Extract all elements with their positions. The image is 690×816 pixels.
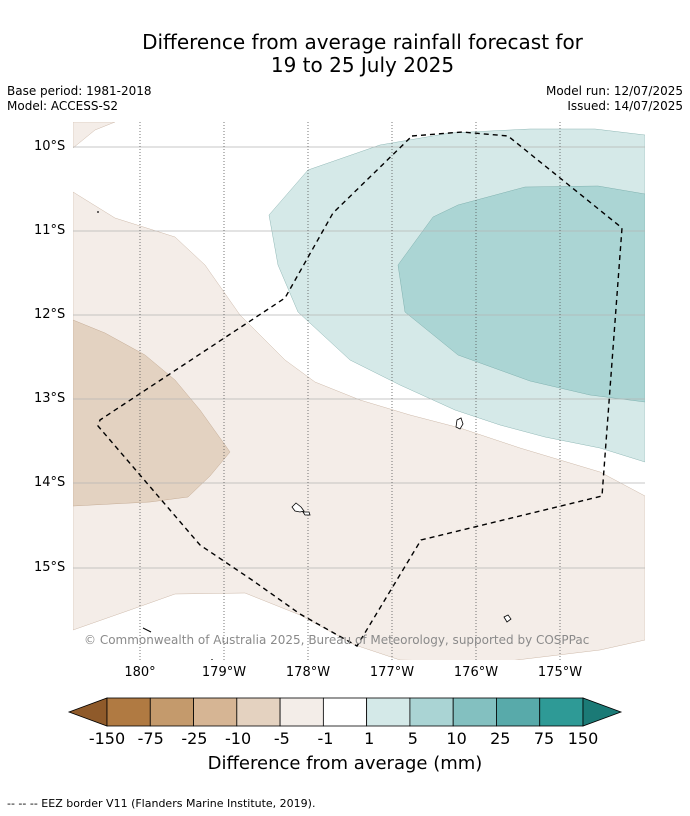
eez-footnote: -- -- -- EEZ border V11 (Flanders Marine… bbox=[7, 797, 316, 810]
island-central bbox=[291, 502, 305, 513]
colorbar-tick-neg75: -75 bbox=[137, 729, 164, 748]
islet-south bbox=[211, 659, 213, 660]
wet-anomaly-medium-region bbox=[397, 185, 645, 403]
copyright-notice: © Commonwealth of Australia 2025, Bureau… bbox=[84, 633, 590, 647]
lat-label-15s: 15°S bbox=[34, 560, 66, 575]
colorbar-tick-neg10: -10 bbox=[225, 729, 252, 748]
islet-west bbox=[97, 211, 99, 213]
meta-right: Model run: 12/07/2025 Issued: 14/07/2025 bbox=[546, 84, 683, 114]
colorbar-segment bbox=[496, 697, 541, 727]
eez-border bbox=[97, 131, 623, 647]
lat-label-14s: 14°S bbox=[34, 475, 66, 490]
model-text: Model: ACCESS-S2 bbox=[7, 99, 119, 113]
colorbar-segment bbox=[106, 697, 151, 727]
island-central-small bbox=[302, 511, 311, 516]
lon-label-176w: 176°W bbox=[453, 665, 499, 680]
colorbar-tick-75: 75 bbox=[533, 729, 555, 748]
model-run-text: Model run: 12/07/2025 bbox=[545, 84, 683, 98]
meta-left: Base period: 1981-2018 Model: ACCESS-S2 bbox=[7, 84, 152, 114]
colorbar-segment bbox=[149, 697, 194, 727]
colorbar-segment bbox=[193, 697, 238, 727]
dry-anomaly-light-corner bbox=[73, 122, 116, 149]
lon-label-175w: 175°W bbox=[537, 665, 583, 680]
island-south bbox=[503, 614, 512, 623]
colorbar-extend-high bbox=[582, 697, 623, 727]
colorbar-segment bbox=[409, 697, 454, 727]
lon-label-178w: 178°W bbox=[285, 665, 331, 680]
colorbar-tick-5: 5 bbox=[407, 729, 418, 748]
colorbar-tick-neg1: -1 bbox=[317, 729, 334, 748]
colorbar-segment bbox=[279, 697, 324, 727]
colorbar-segment bbox=[322, 697, 368, 727]
lat-label-12s: 12°S bbox=[34, 307, 66, 322]
island-southwest bbox=[142, 627, 152, 633]
lon-label-180: 180° bbox=[124, 665, 156, 680]
title-line-2: 19 to 25 July 2025 bbox=[270, 53, 455, 77]
colorbar-tick-150: 150 bbox=[567, 729, 599, 748]
colorbar-extend-low bbox=[67, 697, 108, 727]
dry-anomaly-light-region bbox=[73, 191, 645, 660]
lat-label-13s: 13°S bbox=[34, 391, 66, 406]
title-line-1: Difference from average rainfall forecas… bbox=[142, 30, 583, 54]
colorbar-segment bbox=[452, 697, 497, 727]
colorbar-segment bbox=[366, 697, 411, 727]
colorbar-tick-neg25: -25 bbox=[181, 729, 208, 748]
colorbar-tick-1: 1 bbox=[364, 729, 375, 748]
colorbar-tick-neg5: -5 bbox=[273, 729, 290, 748]
colorbar-segment bbox=[236, 697, 281, 727]
colorbar-tick-10: 10 bbox=[446, 729, 467, 748]
colorbar-tick-neg150: -150 bbox=[88, 729, 126, 748]
base-period-text: Base period: 1981-2018 bbox=[7, 84, 152, 98]
issued-text: Issued: 14/07/2025 bbox=[567, 99, 683, 113]
lon-label-179w: 179°W bbox=[201, 665, 247, 680]
lat-label-10s: 10°S bbox=[34, 139, 66, 154]
chart-title: Difference from average rainfall forecas… bbox=[0, 31, 690, 77]
lat-label-11s: 11°S bbox=[34, 223, 66, 238]
dry-anomaly-medium-region bbox=[73, 319, 231, 507]
colorbar-title: Difference from average (mm) bbox=[207, 753, 483, 774]
lon-label-177w: 177°W bbox=[369, 665, 415, 680]
colorbar-tick-25: 25 bbox=[490, 729, 511, 748]
colorbar-segment bbox=[539, 697, 584, 727]
island-northeast bbox=[455, 417, 464, 430]
latitude-gridlines bbox=[73, 146, 645, 569]
